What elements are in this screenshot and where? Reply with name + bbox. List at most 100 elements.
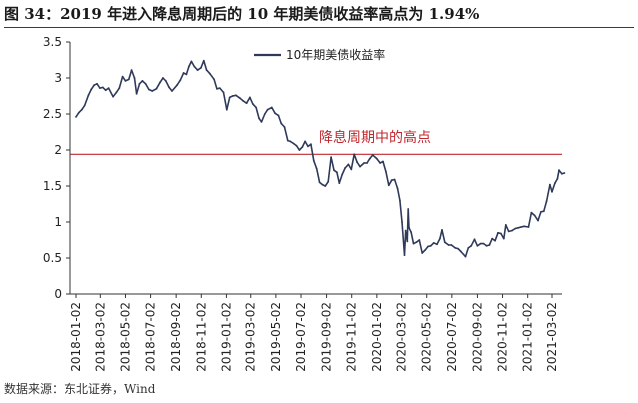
data-point [549,183,551,186]
data-point [491,237,494,240]
series-group [75,59,566,258]
data-point [476,244,479,247]
data-point [298,149,301,151]
data-point [504,224,507,226]
data-point [193,65,196,68]
data-point [418,239,421,241]
data-point [415,241,418,244]
data-point [155,87,158,90]
data-point [144,82,147,85]
data-point [124,80,127,82]
data-point [301,146,304,148]
data-point [121,75,124,78]
data-point [542,210,545,213]
data-point [563,172,566,174]
data-point [517,226,520,229]
data-point [399,199,401,202]
data-point [78,111,80,114]
data-point [520,226,522,228]
data-point [164,80,167,82]
data-point [375,157,378,160]
y-tick-label: 1 [54,215,62,229]
data-point [307,145,309,148]
data-point [447,244,450,246]
y-tick-label: 3.5 [43,35,62,49]
data-point [479,242,482,245]
data-point [99,87,101,89]
data-point [315,167,318,170]
data-point [439,237,441,240]
data-point [396,187,399,190]
data-point [245,102,248,105]
data-point [344,167,346,169]
data-point [209,72,211,75]
data-point [101,86,104,89]
x-tick-label: 2018-07-02 [144,302,158,372]
x-tick-label: 2019-03-02 [244,302,258,372]
data-point [255,106,257,109]
data-point [558,169,560,172]
data-point [523,225,525,228]
data-point [385,170,387,173]
data-point [190,60,193,63]
data-point [228,96,231,99]
x-tick-label: 2019-05-02 [269,302,283,372]
data-point [363,162,365,164]
data-point [266,108,269,111]
data-point [368,157,371,160]
y-tick-label: 2 [54,143,62,157]
data-point [179,79,182,82]
data-point [218,87,221,89]
data-point [545,200,548,203]
data-point [554,182,556,185]
data-point [482,242,485,245]
data-point [135,92,138,95]
data-point [406,240,409,243]
data-point [556,177,559,180]
data-point [258,117,260,120]
data-point [436,243,438,246]
axes-group: 0 0.5 1 1.5 2 2.5 3 3.5 2018-01-02 2018-03-02 2018… [43,35,562,372]
annotation-high-point: 降息周期中的高点 [319,129,431,146]
legend: 10年期美债收益率 [254,47,385,62]
data-point [270,106,273,109]
data-point [151,90,154,92]
data-point [427,245,429,248]
data-point [216,87,218,90]
data-point [96,82,98,85]
data-point [327,180,330,183]
data-point [412,242,415,245]
data-point [242,100,245,102]
data-point [408,226,410,229]
data-point [359,165,361,168]
data-point [239,97,241,100]
data-point [441,229,443,231]
data-point [460,250,462,253]
x-tick-label: 2019-01-02 [219,302,233,372]
data-point [457,247,459,250]
data-point [497,231,499,234]
x-tick-label: 2020-03-02 [395,302,409,372]
data-point [429,244,432,247]
x-tick-label: 2020-01-02 [370,302,384,372]
data-point [507,230,510,233]
data-point [393,178,396,181]
data-point [371,154,374,156]
data-point [274,112,276,115]
x-tick-label: 2018-01-02 [69,302,83,372]
x-tick-label: 2020-07-02 [445,302,459,372]
data-point [260,121,263,123]
data-point [473,238,476,241]
data-point [171,90,173,92]
data-point [502,237,505,240]
data-point [336,171,338,174]
data-point [263,113,266,115]
data-point [527,226,530,228]
data-point [104,89,107,92]
x-tick-label: 2018-03-02 [93,302,107,372]
x-tick-label: 2021-03-02 [545,302,559,372]
data-point [118,87,121,89]
data-point [514,227,517,230]
x-tick-label: 2020-11-02 [496,302,510,372]
data-point [277,114,280,117]
